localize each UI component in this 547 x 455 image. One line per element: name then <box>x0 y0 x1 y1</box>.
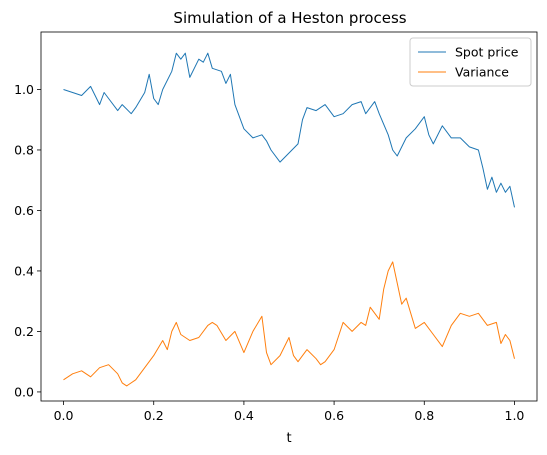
plot-area <box>41 32 537 401</box>
legend-label-spot-price: Spot price <box>455 45 519 60</box>
x-tick-label: 0.2 <box>144 408 164 423</box>
x-tick-label: 0.6 <box>324 408 344 423</box>
y-tick-label: 0.6 <box>14 203 34 218</box>
x-tick-label: 0.4 <box>234 408 254 423</box>
y-tick-label: 0.8 <box>14 142 34 157</box>
y-tick-label: 1.0 <box>14 82 34 97</box>
chart-title: Simulation of a Heston process <box>173 9 406 27</box>
legend: Spot price Variance <box>409 37 532 87</box>
x-tick-label: 1.0 <box>505 408 525 423</box>
y-tick-label: 0.2 <box>14 324 34 339</box>
plot-frame <box>40 31 538 402</box>
legend-label-variance: Variance <box>455 65 509 80</box>
y-tick-label: 0.4 <box>14 263 34 278</box>
series-line-spot-price <box>63 52 515 208</box>
legend-box <box>409 37 532 87</box>
x-tick-label: 0.8 <box>414 408 434 423</box>
x-tick-label: 0.0 <box>54 408 74 423</box>
series-layer <box>63 52 515 387</box>
axis-layer: 0.0 0.2 0.4 0.6 0.8 1.0 0.0 0.2 0.4 0.6 0.8 1.0 <box>14 82 524 423</box>
x-axis-label: t <box>286 431 291 446</box>
series-line-variance <box>63 261 515 387</box>
y-tick-label: 0.0 <box>14 384 34 399</box>
